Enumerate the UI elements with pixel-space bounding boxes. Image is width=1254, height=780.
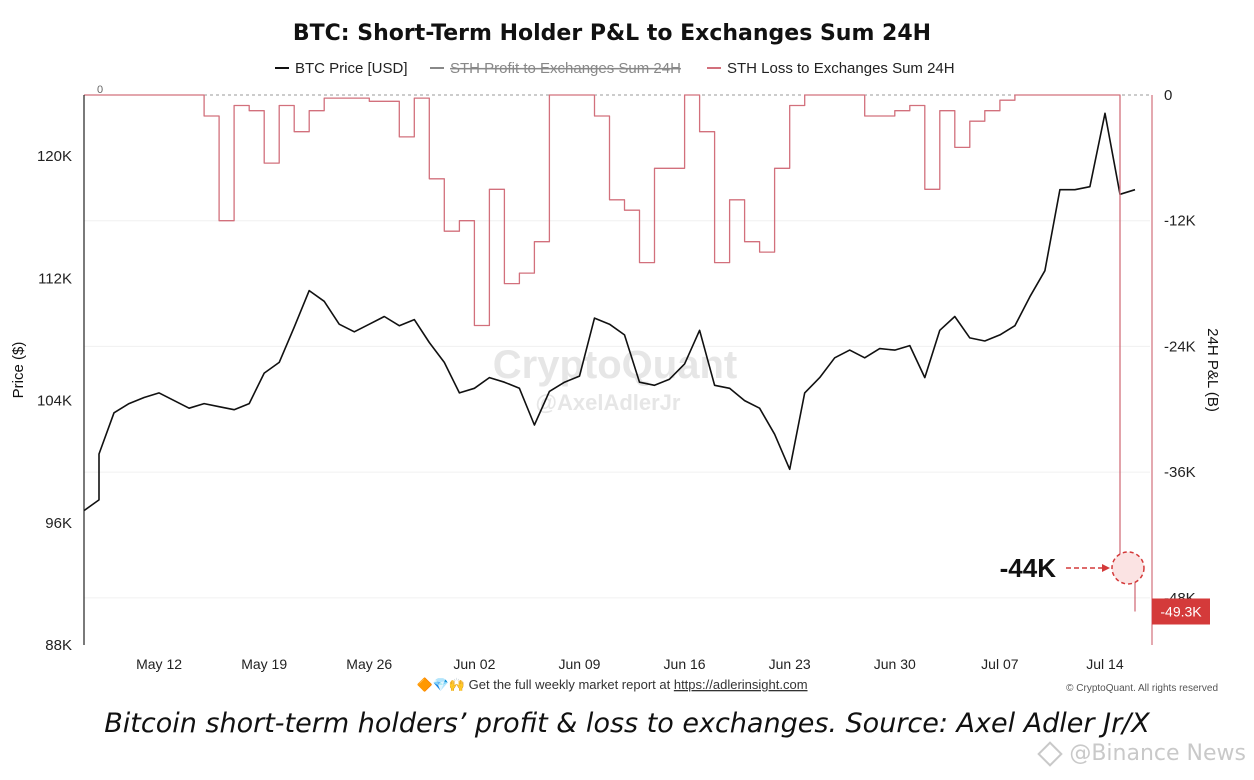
legend-item-2[interactable]: STH Loss to Exchanges Sum 24H — [707, 60, 955, 77]
x-tick-label: Jul 07 — [981, 656, 1019, 672]
left-tick-label: 88K — [45, 637, 72, 654]
right-tick-label: -36K — [1164, 464, 1196, 481]
caption: Bitcoin short-term holders’ profit & los… — [104, 708, 1150, 739]
grid — [84, 220, 1150, 599]
series-layer — [83, 94, 1136, 612]
x-tick-label: May 12 — [136, 656, 182, 672]
legend-label: BTC Price [USD] — [295, 60, 408, 77]
source-watermark: @Binance News — [1037, 741, 1246, 767]
left-axis-ticks: 88K 96K 104K 112K 120K — [37, 148, 72, 654]
x-axis-ticks: May 12 May 19 May 26 Jun 02 Jun 09 Jun 16 Jun … — [136, 656, 1124, 672]
right-axis-title: 24H P&L (B) — [1204, 328, 1221, 412]
right-tick-label: -12K — [1164, 213, 1196, 230]
watermark-brand: CryptoQuant — [493, 343, 737, 387]
footer-link[interactable]: https://adlerinsight.com — [674, 677, 808, 692]
binance-diamond-icon — [1037, 741, 1064, 767]
footer-prefix: 🔶💎🙌 Get the full weekly market report at — [416, 677, 673, 692]
left-tick-label: 96K — [45, 515, 72, 532]
legend-label: STH Loss to Exchanges Sum 24H — [727, 60, 955, 77]
x-tick-label: Jun 30 — [874, 656, 916, 672]
last-value-box — [1152, 598, 1210, 625]
left-axis-title: Price ($) — [10, 342, 27, 399]
x-tick-label: Jun 16 — [664, 656, 706, 672]
legend-item-0[interactable]: BTC Price [USD] — [275, 60, 408, 77]
x-tick-label: Jun 02 — [453, 656, 495, 672]
annotation-label: -44K — [1000, 553, 1057, 583]
annotation-arrow-head — [1101, 563, 1110, 572]
annotation-circle — [1111, 551, 1145, 585]
left-tick-label: 120K — [37, 148, 72, 165]
x-tick-label: Jun 23 — [769, 656, 811, 672]
series-line-1 — [84, 94, 1136, 612]
footer-note: 🔶💎🙌 Get the full weekly market report at… — [416, 677, 807, 692]
copyright: © CryptoQuant. All rights reserved — [1066, 683, 1218, 694]
right-axis-ticks: 0-12K-24K-36K-48K — [1164, 87, 1196, 607]
series-line-0 — [83, 112, 1136, 512]
right-tick-label: -24K — [1164, 338, 1196, 355]
legend-item-1[interactable]: STH Profit to Exchanges Sum 24H — [430, 60, 681, 77]
right-tick-label: 0 — [1164, 87, 1172, 104]
x-tick-label: May 19 — [241, 656, 287, 672]
watermark-handle: @AxelAdlerJr — [536, 390, 681, 415]
x-tick-label: Jul 14 — [1086, 656, 1124, 672]
legend-label: STH Profit to Exchanges Sum 24H — [450, 60, 681, 77]
last-value-label: -49.3K — [1160, 604, 1202, 620]
chart: BTC: Short-Term Holder P&L to Exchanges … — [10, 21, 1221, 694]
left-tick-label: 104K — [37, 393, 72, 410]
annotation-44k: -44K — [1000, 551, 1145, 585]
last-value-badge: -49.3K — [1152, 598, 1210, 625]
source-mark-text: @Binance News — [1069, 741, 1246, 766]
left-tick-label: 112K — [38, 270, 72, 287]
x-tick-label: May 26 — [346, 656, 392, 672]
chart-title: BTC: Short-Term Holder P&L to Exchanges … — [293, 21, 931, 46]
x-tick-label: Jun 09 — [558, 656, 600, 672]
legend: BTC Price [USD] STH Profit to Exchanges S… — [275, 60, 955, 77]
baseline-label: 0 — [97, 84, 103, 96]
